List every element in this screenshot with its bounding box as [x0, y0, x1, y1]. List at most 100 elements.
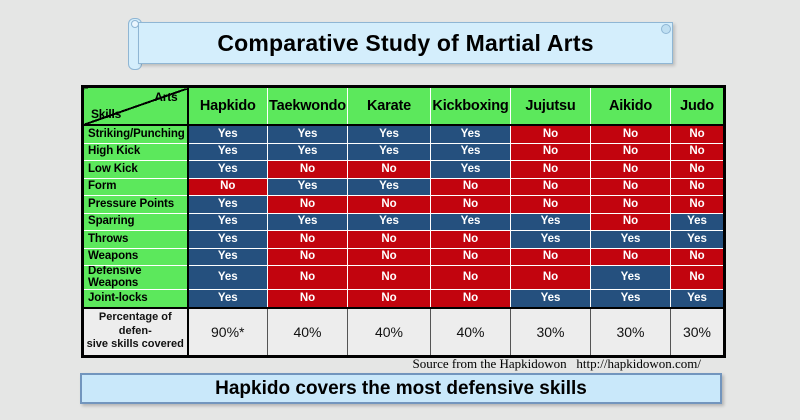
value-cell: No: [510, 124, 591, 144]
value-cell: Yes: [187, 212, 268, 231]
value-cell: Yes: [347, 124, 431, 144]
value-cell: No: [430, 177, 511, 196]
value-cell: Yes: [267, 212, 348, 231]
table-row: High Kick Yes Yes Yes Yes No No No: [82, 142, 725, 161]
value-cell: Yes: [187, 195, 268, 214]
skill-label: High Kick: [82, 142, 189, 161]
value-cell: No: [267, 230, 348, 249]
value-cell: Yes: [670, 230, 725, 249]
value-cell: No: [590, 195, 671, 214]
value-cell: No: [590, 124, 671, 144]
value-cell: No: [670, 195, 725, 214]
column-header: Karate: [347, 86, 431, 126]
value-cell: Yes: [430, 212, 511, 231]
skill-label: Form: [82, 177, 189, 196]
value-cell: No: [430, 265, 511, 290]
value-cell: Yes: [267, 177, 348, 196]
value-cell: No: [267, 195, 348, 214]
value-cell: No: [590, 177, 671, 196]
value-cell: No: [430, 195, 511, 214]
value-cell: No: [347, 247, 431, 266]
summary-row: Percentage of defen- sive skills covered…: [82, 306, 725, 357]
summary-value: 30%: [670, 306, 725, 357]
value-cell: Yes: [430, 124, 511, 144]
value-cell: Yes: [267, 142, 348, 161]
value-cell: No: [590, 160, 671, 179]
value-cell: No: [510, 160, 591, 179]
value-cell: No: [430, 247, 511, 266]
value-cell: Yes: [267, 124, 348, 144]
column-header: Kickboxing: [430, 86, 511, 126]
table-row: Low Kick Yes No No Yes No No No: [82, 160, 725, 179]
title-scroll-banner: Comparative Study of Martial Arts: [128, 14, 673, 70]
value-cell: No: [510, 247, 591, 266]
value-cell: No: [267, 160, 348, 179]
value-cell: Yes: [187, 160, 268, 179]
value-cell: No: [590, 142, 671, 161]
value-cell: Yes: [430, 160, 511, 179]
page-title: Comparative Study of Martial Arts: [217, 29, 594, 56]
value-cell: Yes: [347, 177, 431, 196]
value-cell: No: [510, 195, 591, 214]
table-row: Pressure Points Yes No No No No No No: [82, 195, 725, 214]
skill-label: Low Kick: [82, 160, 189, 179]
summary-label-line2: sive skills covered: [86, 338, 184, 351]
summary-value: 90%*: [187, 306, 268, 357]
value-cell: No: [670, 142, 725, 161]
value-cell: Yes: [187, 230, 268, 249]
value-cell: Yes: [510, 212, 591, 231]
value-cell: No: [670, 177, 725, 196]
skill-label: Sparring: [82, 212, 189, 231]
corner-arts-label: Arts: [154, 90, 178, 104]
skill-label: Defensive Weapons: [82, 265, 189, 290]
value-cell: No: [267, 247, 348, 266]
value-cell: No: [670, 160, 725, 179]
summary-value: 30%: [510, 306, 591, 357]
value-cell: Yes: [510, 230, 591, 249]
value-cell: No: [347, 289, 431, 308]
value-cell: Yes: [430, 142, 511, 161]
column-header: Taekwondo: [267, 86, 348, 126]
column-header: Judo: [670, 86, 725, 126]
skill-label: Pressure Points: [82, 195, 189, 214]
summary-label: Percentage of defen- sive skills covered: [82, 306, 189, 357]
value-cell: Yes: [590, 265, 671, 290]
value-cell: Yes: [347, 212, 431, 231]
value-cell: No: [590, 247, 671, 266]
value-cell: Yes: [670, 289, 725, 308]
footer-banner: Hapkido covers the most defensive skills: [80, 373, 722, 404]
summary-label-line1: Percentage of defen-: [98, 310, 172, 337]
comparison-table: Arts Skills Hapkido Taekwondo Karate Kickbo…: [81, 85, 726, 358]
corner-cell: Arts Skills: [82, 86, 189, 126]
table-row: Joint-locks Yes No No No Yes Yes Yes: [82, 289, 725, 308]
footer-caption: Hapkido covers the most defensive skills: [215, 377, 587, 399]
value-cell: No: [510, 265, 591, 290]
column-header: Aikido: [590, 86, 671, 126]
value-cell: No: [347, 160, 431, 179]
table-row: Striking/Punching Yes Yes Yes Yes No No No: [82, 124, 725, 144]
value-cell: Yes: [590, 230, 671, 249]
value-cell: Yes: [187, 247, 268, 266]
table-row: Throws Yes No No No Yes Yes Yes: [82, 230, 725, 249]
value-cell: Yes: [347, 142, 431, 161]
summary-value: 40%: [267, 306, 348, 357]
skill-label: Weapons: [82, 247, 189, 266]
value-cell: No: [670, 124, 725, 144]
title-banner-body: Comparative Study of Martial Arts: [138, 22, 673, 64]
value-cell: No: [670, 265, 725, 290]
value-cell: No: [347, 195, 431, 214]
skill-label: Throws: [82, 230, 189, 249]
value-cell: No: [670, 247, 725, 266]
table-row: Weapons Yes No No No No No No: [82, 247, 725, 266]
table-row: Defensive Weapons Yes No No No No Yes No: [82, 265, 725, 290]
value-cell: Yes: [590, 289, 671, 308]
value-cell: No: [590, 212, 671, 231]
scroll-right-curl-icon: [661, 24, 671, 34]
value-cell: No: [347, 265, 431, 290]
value-cell: Yes: [187, 289, 268, 308]
column-header: Hapkido: [187, 86, 268, 126]
value-cell: Yes: [510, 289, 591, 308]
table-row: Form No Yes Yes No No No No: [82, 177, 725, 196]
comparison-table-wrap: Arts Skills Hapkido Taekwondo Karate Kickbo…: [81, 85, 726, 358]
